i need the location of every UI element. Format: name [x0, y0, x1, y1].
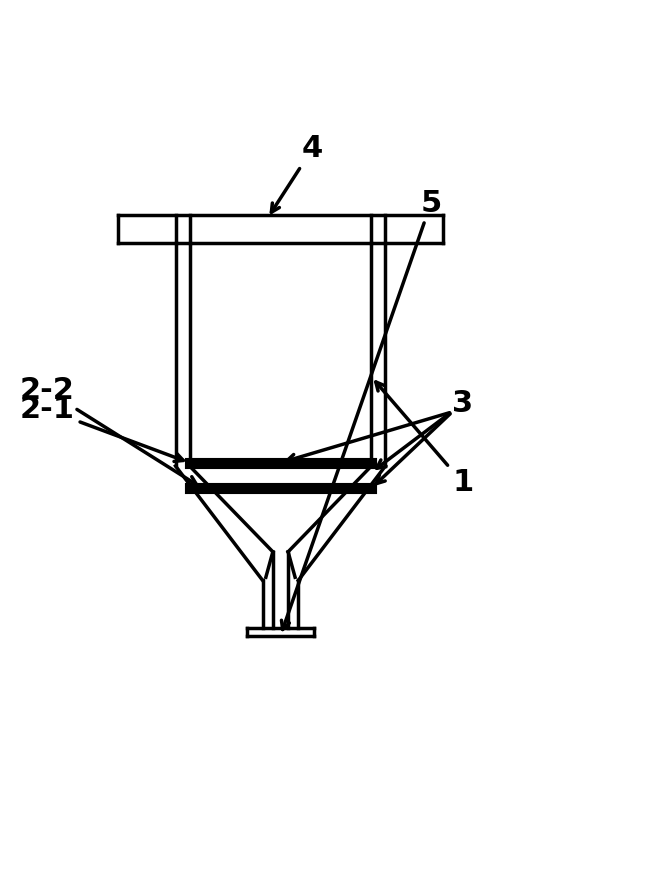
Text: 4: 4: [271, 135, 323, 212]
Text: 5: 5: [281, 189, 441, 630]
Text: 2-2: 2-2: [20, 376, 196, 485]
Text: 2-1: 2-1: [20, 396, 183, 462]
Text: 1: 1: [376, 382, 473, 498]
Text: 3: 3: [377, 389, 473, 469]
